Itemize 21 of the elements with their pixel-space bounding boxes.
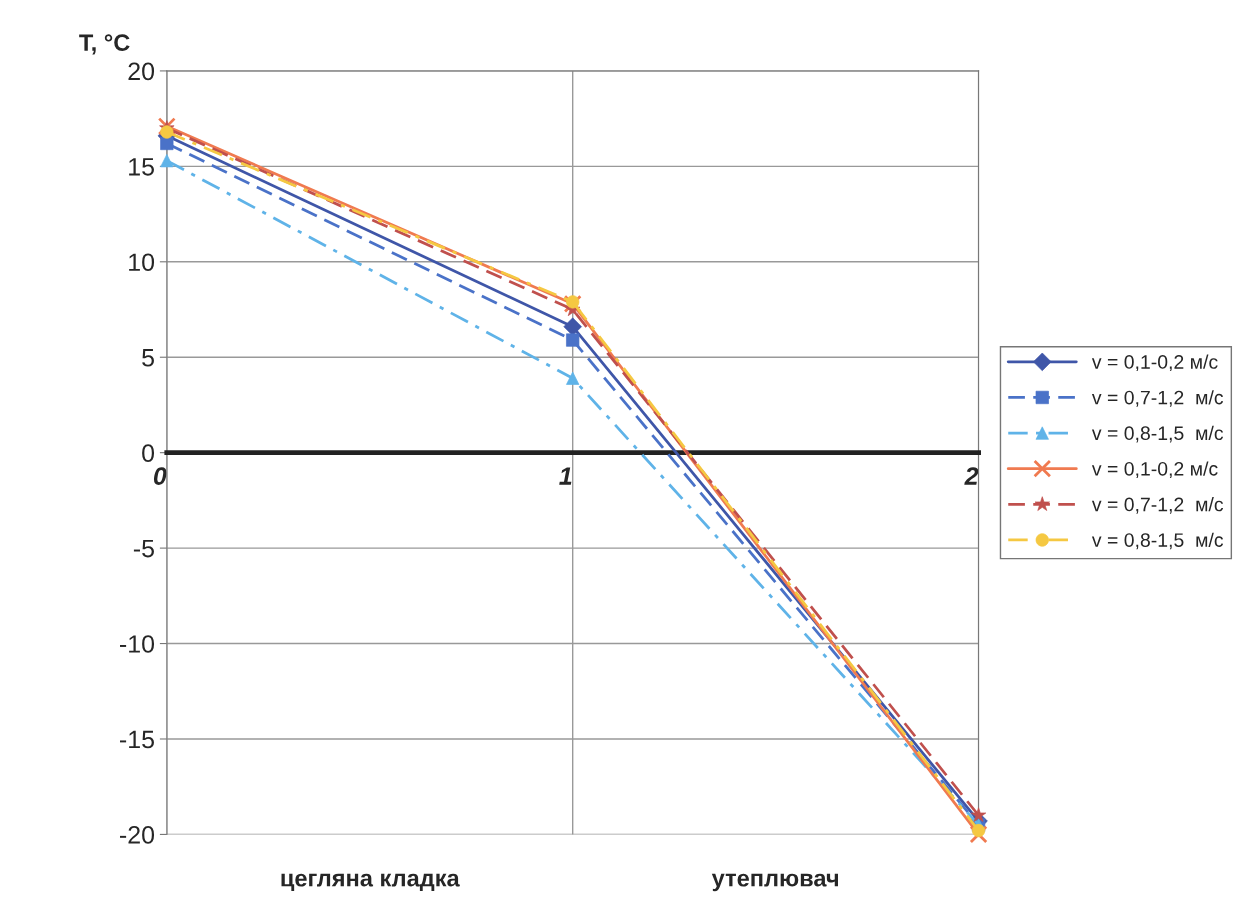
legend-label: v = 0,8-1,5 м/с [1091,425,1224,443]
legend-label: v = 0,8-1,5 м/с [1091,532,1224,550]
legend-label: v = 0,7-1,2 м/с [1091,497,1224,514]
y-tick-label: 20 [128,62,155,81]
x-tick-label: 2 [964,467,979,485]
y-tick-label: -15 [120,730,154,749]
legend-label: v = 0,1-0,2 м/с [1091,461,1218,478]
text: утеплювач [711,873,838,892]
y-tick-label: -5 [133,539,154,558]
y-tick-label: 10 [129,253,155,272]
y-tick-label: 0 [142,444,155,462]
y-tick-label: 5 [142,349,154,367]
x-tick-label: 0 [153,467,167,485]
legend-label: v = 0,1-0,2 м/с [1091,354,1218,372]
y-axis-title: T, °C [79,34,130,55]
y-tick-label: -10 [120,635,155,653]
text: цегляна кладка [281,873,460,892]
y-tick-label: -20 [120,826,155,844]
legend-label: v = 0,7-1,2 м/с [1091,390,1224,407]
y-tick-label: 15 [129,158,154,176]
x-tick-label: 1 [559,467,572,485]
